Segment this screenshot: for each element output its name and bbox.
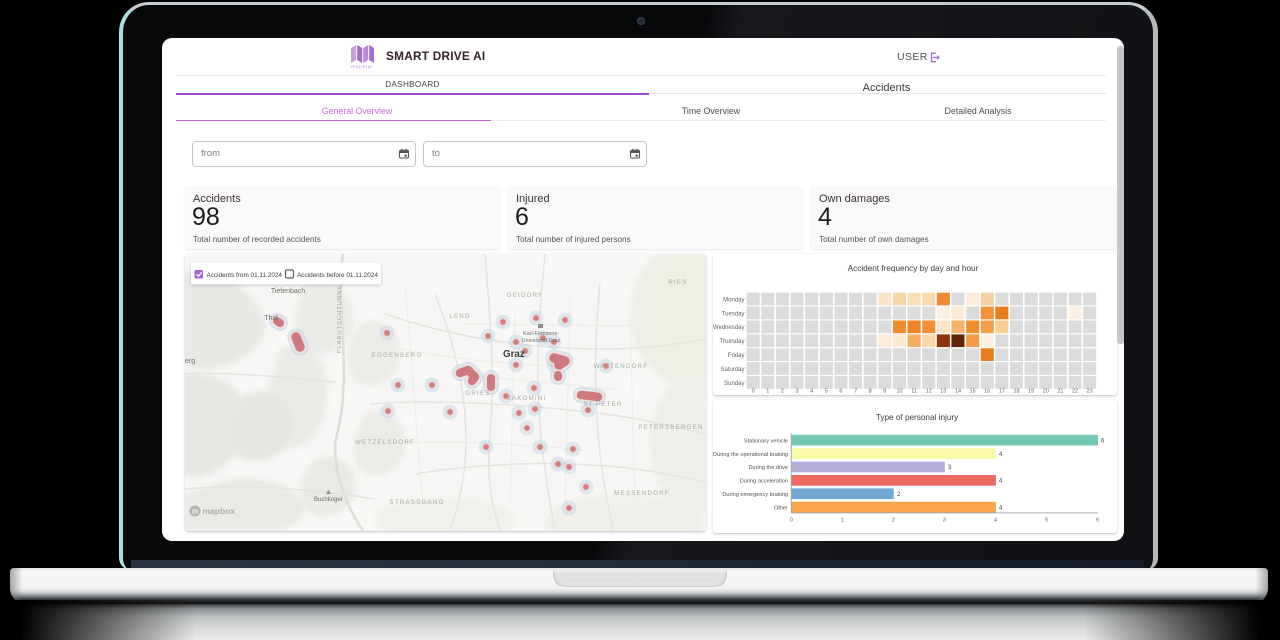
svg-text:4: 4 bbox=[999, 452, 1003, 458]
svg-text:mapbox: mapbox bbox=[203, 506, 236, 516]
svg-text:21: 21 bbox=[1057, 389, 1063, 395]
svg-text:16: 16 bbox=[984, 389, 990, 395]
svg-text:6: 6 bbox=[1096, 518, 1099, 524]
svg-text:13: 13 bbox=[940, 389, 946, 395]
svg-text:22: 22 bbox=[1072, 389, 1078, 395]
svg-text:During the drive: During the drive bbox=[749, 465, 789, 471]
svg-text:m: m bbox=[192, 509, 198, 516]
svg-text:9: 9 bbox=[883, 389, 886, 395]
svg-text:17: 17 bbox=[999, 389, 1005, 395]
svg-text:Friday: Friday bbox=[728, 353, 745, 359]
svg-text:15: 15 bbox=[970, 389, 976, 395]
svg-text:18: 18 bbox=[1013, 389, 1019, 395]
svg-text:erg: erg bbox=[185, 358, 195, 365]
svg-text:6: 6 bbox=[839, 389, 842, 395]
svg-text:1: 1 bbox=[766, 389, 769, 395]
svg-text:4: 4 bbox=[999, 479, 1003, 485]
svg-text:Stationary vehicle: Stationary vehicle bbox=[744, 438, 788, 444]
svg-text:8: 8 bbox=[869, 389, 872, 395]
svg-text:10: 10 bbox=[896, 389, 902, 395]
svg-text:11: 11 bbox=[911, 389, 917, 395]
svg-text:GEIDORF: GEIDORF bbox=[507, 292, 544, 299]
svg-text:2: 2 bbox=[892, 518, 895, 524]
svg-text:0: 0 bbox=[790, 518, 793, 524]
svg-text:PLABUTSCHTUNNEL: PLABUTSCHTUNNEL bbox=[337, 281, 343, 354]
svg-text:Thal: Thal bbox=[264, 315, 278, 322]
svg-text:Karl-Franzens-: Karl-Franzens- bbox=[523, 331, 559, 337]
svg-text:Thursday: Thursday bbox=[719, 339, 744, 345]
svg-text:4: 4 bbox=[994, 518, 998, 524]
svg-text:JAKOMINI: JAKOMINI bbox=[508, 395, 547, 402]
svg-text:3: 3 bbox=[943, 518, 946, 524]
svg-text:Monday: Monday bbox=[723, 297, 744, 303]
svg-text:Accident frequency by day and: Accident frequency by day and hour bbox=[848, 264, 979, 273]
svg-text:STRASSGANG: STRASSGANG bbox=[390, 499, 445, 506]
svg-text:During emergency braking: During emergency braking bbox=[722, 492, 788, 498]
svg-text:12: 12 bbox=[926, 389, 932, 395]
svg-text:PETERSBERGEN: PETERSBERGEN bbox=[638, 424, 703, 431]
svg-text:Other: Other bbox=[774, 505, 788, 511]
svg-text:5: 5 bbox=[825, 389, 828, 395]
svg-text:2: 2 bbox=[897, 492, 901, 498]
svg-text:MESSENDORF: MESSENDORF bbox=[614, 490, 670, 497]
svg-text:5: 5 bbox=[1045, 518, 1048, 524]
svg-text:EGGENBERG: EGGENBERG bbox=[372, 352, 423, 359]
svg-text:During acceleration: During acceleration bbox=[740, 479, 788, 485]
svg-text:Sunday: Sunday bbox=[724, 381, 744, 387]
svg-text:Wednesday: Wednesday bbox=[713, 325, 745, 331]
svg-text:Accidents from 01.11.2024: Accidents from 01.11.2024 bbox=[207, 272, 283, 279]
svg-text:23: 23 bbox=[1087, 389, 1093, 395]
svg-text:19: 19 bbox=[1028, 389, 1034, 395]
svg-text:4: 4 bbox=[810, 389, 813, 395]
svg-text:mapstar: mapstar bbox=[351, 64, 373, 69]
svg-text:Universität Graz: Universität Graz bbox=[522, 338, 561, 344]
svg-text:Saturday: Saturday bbox=[720, 367, 744, 373]
svg-text:Accidents before 01.11.2024: Accidents before 01.11.2024 bbox=[297, 272, 378, 279]
svg-text:6: 6 bbox=[1101, 438, 1105, 444]
svg-text:Type of personal injury: Type of personal injury bbox=[876, 413, 959, 422]
svg-text:0: 0 bbox=[752, 389, 755, 395]
svg-text:3: 3 bbox=[795, 389, 798, 395]
svg-text:2: 2 bbox=[781, 389, 784, 395]
svg-text:Graz: Graz bbox=[503, 349, 525, 360]
svg-text:ST.PETER: ST.PETER bbox=[583, 401, 622, 408]
svg-text:RIES: RIES bbox=[668, 279, 687, 286]
svg-text:WALTENDORF: WALTENDORF bbox=[594, 363, 649, 370]
svg-text:20: 20 bbox=[1043, 389, 1049, 395]
svg-text:Tiefenbach: Tiefenbach bbox=[271, 288, 305, 295]
svg-text:1: 1 bbox=[841, 518, 844, 524]
svg-text:GRIES: GRIES bbox=[465, 390, 490, 397]
svg-text:During the operational braking: During the operational braking bbox=[713, 452, 788, 458]
svg-text:3: 3 bbox=[948, 465, 952, 471]
svg-text:7: 7 bbox=[854, 389, 857, 395]
svg-text:4: 4 bbox=[999, 505, 1003, 511]
svg-text:Tuesday: Tuesday bbox=[722, 311, 745, 317]
svg-text:Buchkogel: Buchkogel bbox=[314, 497, 342, 503]
svg-text:WETZELSDORF: WETZELSDORF bbox=[355, 439, 415, 446]
svg-text:LEND: LEND bbox=[449, 313, 470, 320]
svg-text:14: 14 bbox=[955, 389, 961, 395]
